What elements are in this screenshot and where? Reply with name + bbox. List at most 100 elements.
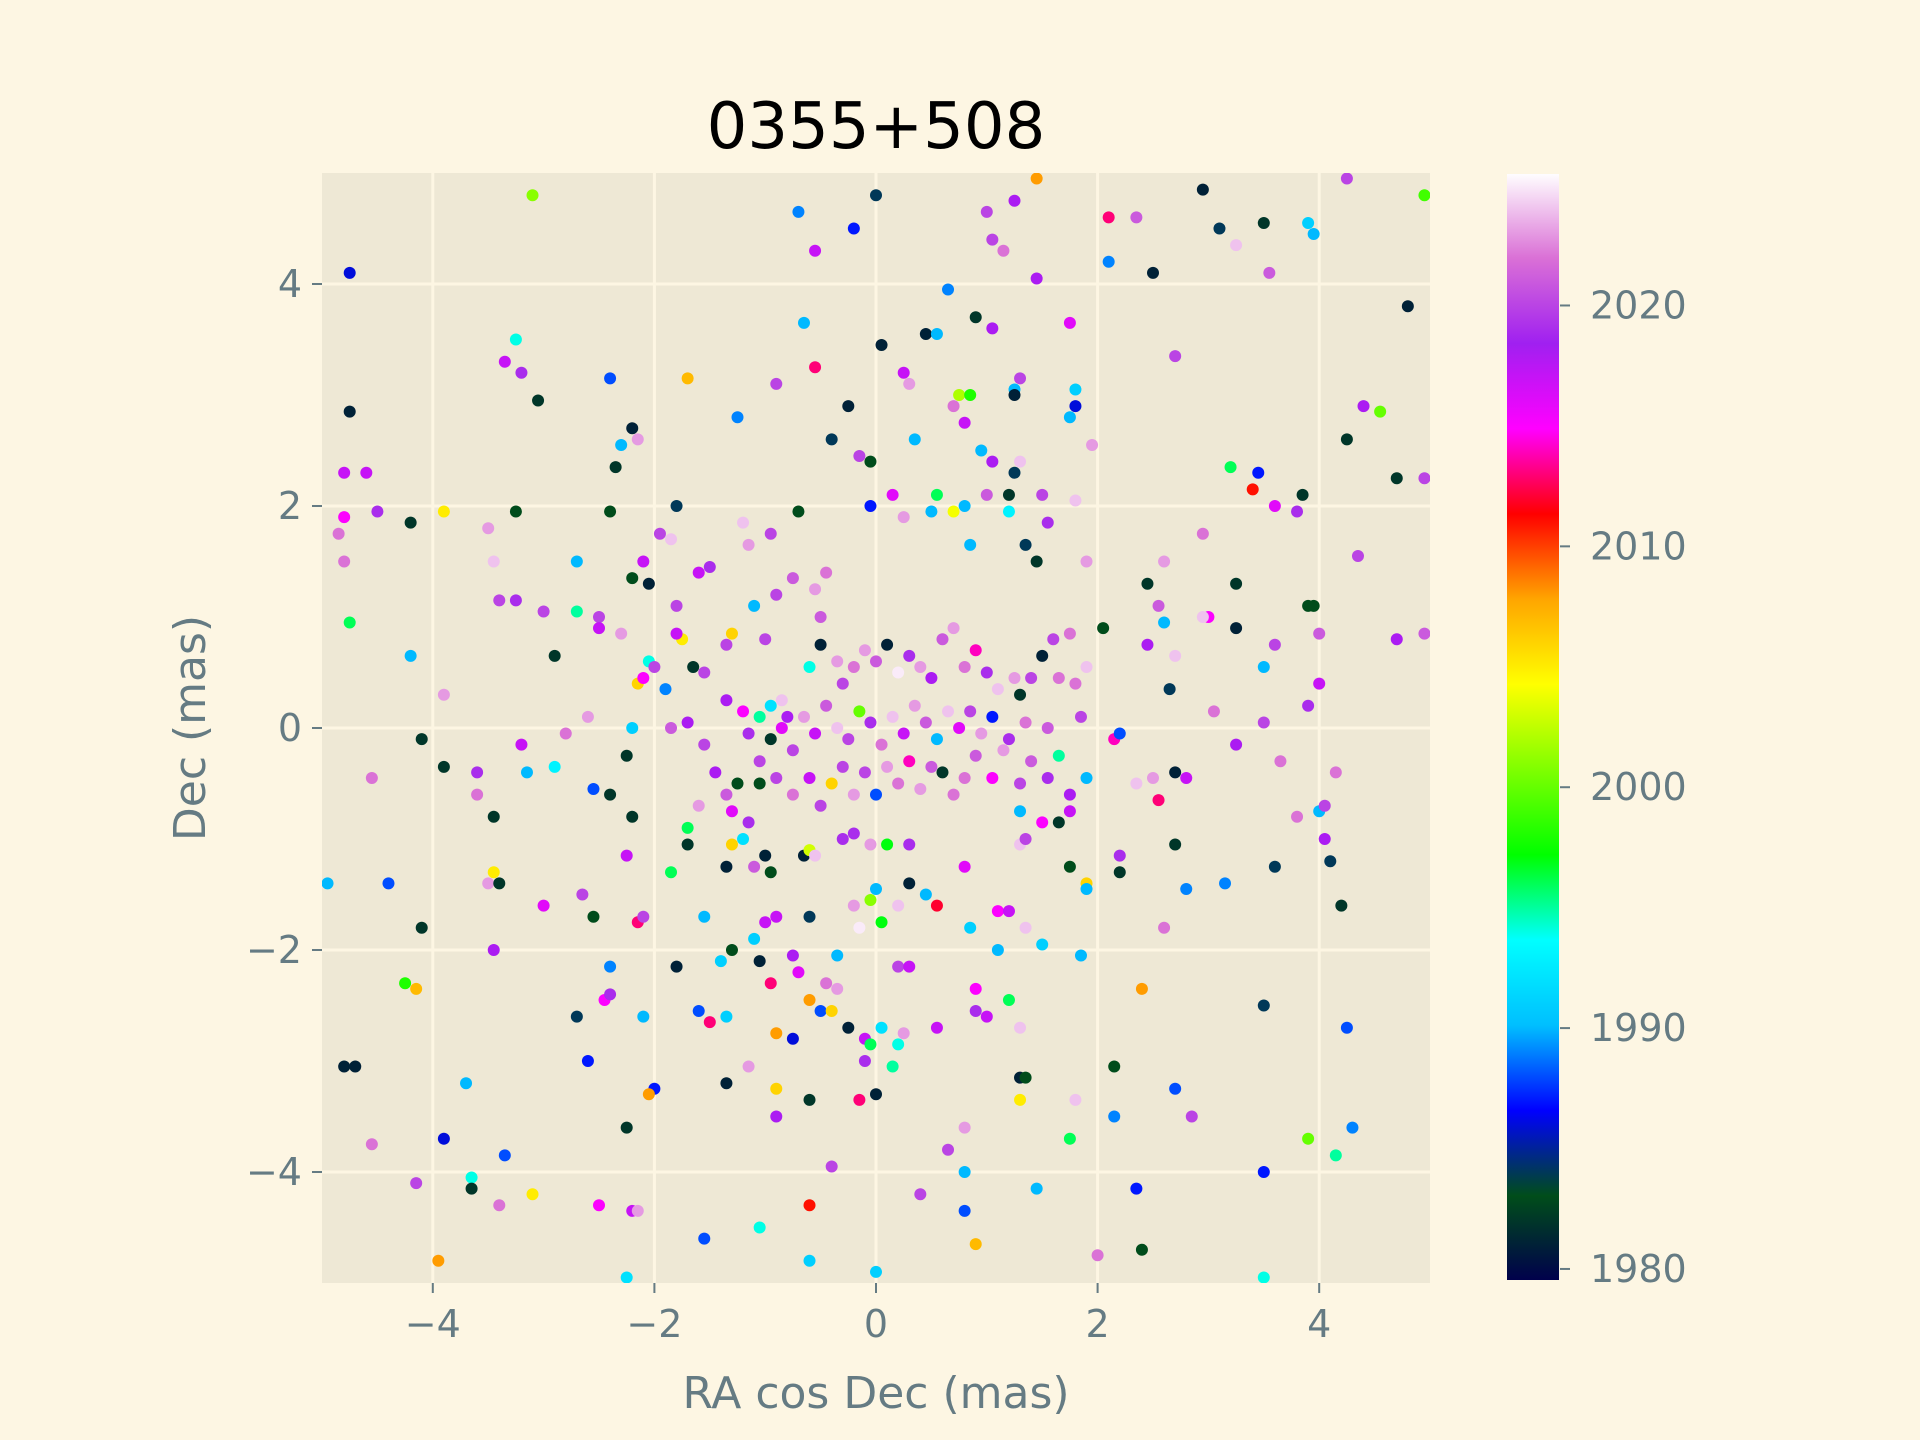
scatter-point xyxy=(858,766,871,779)
scatter-point xyxy=(593,611,605,623)
scatter-point xyxy=(1257,660,1270,673)
scatter-point xyxy=(1074,949,1087,962)
scatter-point xyxy=(803,1199,816,1212)
scatter-point xyxy=(532,394,545,407)
scatter-point xyxy=(897,727,910,740)
scatter-point xyxy=(881,838,894,851)
scatter-point xyxy=(820,566,833,579)
scatter-point xyxy=(1313,627,1326,640)
scatter-point xyxy=(665,533,678,546)
scatter-point xyxy=(1041,516,1054,529)
scatter-point xyxy=(836,677,849,690)
scatter-point xyxy=(1014,372,1027,385)
scatter-point xyxy=(1196,611,1209,623)
scatter-point xyxy=(1180,882,1193,895)
scatter-point xyxy=(1063,788,1076,801)
scatter-point xyxy=(349,1060,362,1073)
scatter-point xyxy=(770,1027,783,1040)
scatter-point xyxy=(1351,549,1364,562)
scatter-point xyxy=(437,505,450,518)
scatter-point xyxy=(809,849,822,862)
scatter-point xyxy=(620,1271,633,1283)
scatter-point xyxy=(548,760,561,773)
scatter-point xyxy=(1036,816,1049,829)
scatter-point xyxy=(980,666,993,679)
scatter-point xyxy=(1130,211,1143,224)
scatter-point xyxy=(775,694,788,707)
scatter-point xyxy=(720,638,733,651)
scatter-point xyxy=(1158,616,1171,629)
scatter-point xyxy=(1268,638,1281,651)
scatter-point xyxy=(365,771,378,784)
scatter-point xyxy=(753,955,766,968)
scatter-point xyxy=(725,838,738,851)
scatter-point xyxy=(1036,938,1049,951)
scatter-point xyxy=(1002,505,1015,518)
scatter-point xyxy=(1030,272,1043,285)
scatter-point xyxy=(842,1021,855,1034)
scatter-point xyxy=(1307,599,1320,612)
scatter-point xyxy=(925,760,938,773)
scatter-point xyxy=(576,888,589,901)
scatter-point xyxy=(831,655,844,668)
scatter-point xyxy=(1169,649,1182,662)
scatter-point xyxy=(903,755,916,768)
x-tick-label: −4 xyxy=(405,1302,461,1346)
scatter-point xyxy=(903,960,916,973)
scatter-point xyxy=(997,744,1010,757)
colorbar xyxy=(1505,172,1561,1282)
scatter-point xyxy=(659,683,672,696)
scatter-point xyxy=(1340,433,1353,446)
colorbar-axis: 1980 1990 2000 2010 2020 xyxy=(1560,283,1687,1291)
scatter-point xyxy=(770,910,783,923)
scatter-point xyxy=(1069,400,1082,413)
scatter-point xyxy=(969,1005,982,1018)
scatter-point xyxy=(1014,1021,1027,1034)
scatter-point xyxy=(731,411,744,424)
scatter-point xyxy=(737,833,750,845)
scatter-point xyxy=(437,688,450,701)
scatter-point xyxy=(853,1093,866,1106)
scatter-point xyxy=(670,627,683,640)
x-tick-label: 4 xyxy=(1307,1302,1331,1346)
scatter-point xyxy=(465,1171,478,1184)
scatter-point xyxy=(742,816,755,829)
scatter-point xyxy=(847,827,860,840)
scatter-point xyxy=(692,566,705,579)
scatter-point xyxy=(930,733,943,746)
scatter-point xyxy=(919,327,932,340)
scatter-point xyxy=(1302,699,1315,712)
scatter-point xyxy=(1401,300,1414,313)
scatter-point xyxy=(892,960,905,973)
scatter-point xyxy=(1158,555,1171,568)
scatter-point xyxy=(770,377,783,390)
scatter-point xyxy=(764,699,777,712)
scatter-point xyxy=(820,977,833,990)
scatter-point xyxy=(681,838,694,851)
scatter-point xyxy=(1113,727,1126,740)
scatter-point xyxy=(925,672,938,685)
scatter-point xyxy=(1196,527,1209,540)
scatter-point xyxy=(1008,389,1021,401)
scatter-point xyxy=(410,1177,423,1190)
scatter-point xyxy=(1257,216,1270,229)
scatter-point xyxy=(953,389,966,401)
scatter-point xyxy=(786,572,799,585)
scatter-point xyxy=(1108,1060,1121,1073)
scatter-point xyxy=(1213,222,1226,235)
scatter-point xyxy=(631,433,644,446)
scatter-point xyxy=(343,405,356,418)
scatter-point xyxy=(958,500,971,512)
scatter-point xyxy=(720,1010,733,1023)
scatter-point xyxy=(1030,1182,1043,1195)
scatter-point xyxy=(770,588,783,601)
scatter-point xyxy=(487,866,500,879)
scatter-point xyxy=(1019,921,1032,934)
scatter-point xyxy=(986,455,999,468)
scatter-point xyxy=(958,416,971,429)
scatter-point xyxy=(831,949,844,962)
colorbar-tick-label: 1990 xyxy=(1590,1006,1687,1050)
scatter-point xyxy=(1008,194,1021,207)
scatter-point xyxy=(964,921,977,934)
scatter-point xyxy=(1019,1071,1032,1084)
